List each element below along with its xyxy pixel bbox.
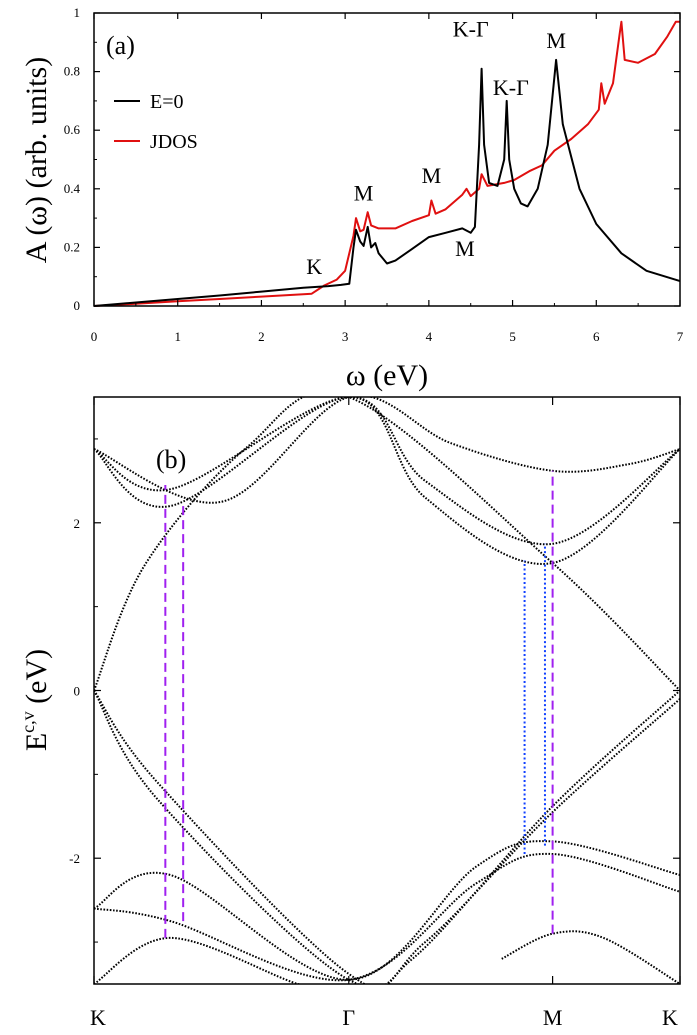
band-line-2 xyxy=(94,397,680,546)
k-point-label: K xyxy=(662,1005,678,1030)
y-label-main: E xyxy=(20,733,53,751)
y-tick-label: 0.6 xyxy=(64,122,81,137)
panel-b-bands xyxy=(94,397,680,984)
band-line-8 xyxy=(94,852,680,982)
y-tick-label: 0.2 xyxy=(64,239,80,254)
y-tick-label: 2 xyxy=(74,516,81,531)
y-tick-label: 0 xyxy=(74,684,81,699)
x-tick-label: 4 xyxy=(426,329,433,344)
peak-annotation: M xyxy=(546,28,566,53)
legend: E=0 JDOS xyxy=(114,91,198,153)
legend-label-e0: E=0 xyxy=(150,91,184,113)
x-tick-label: 7 xyxy=(677,329,684,344)
y-tick-label: 1 xyxy=(74,5,81,20)
peak-annotation: K xyxy=(306,254,322,279)
peak-annotation: K-Γ xyxy=(493,75,529,100)
series-line-e-0 xyxy=(93,58,681,307)
peak-annotation: M xyxy=(455,236,475,261)
band-line-6 xyxy=(94,689,680,984)
y-tick-label: 0.8 xyxy=(64,64,80,79)
x-tick-label: 2 xyxy=(258,329,265,344)
panel-a-ticks: 0 1 2 3 4 5 6 7 0 0.2 0.4 0.6 0.8 1 xyxy=(64,5,684,344)
y-label-unit: (eV) xyxy=(20,649,53,711)
band-line-5 xyxy=(94,689,680,984)
k-point-label: M xyxy=(543,1005,563,1030)
panel-b-band-structure: -2 0 2 K Γ M K (b) Ec,v (eV) xyxy=(18,396,681,1030)
band-line-3 xyxy=(94,397,680,565)
x-tick-label: 3 xyxy=(342,329,349,344)
peak-annotation: M xyxy=(354,181,374,206)
panel-a-annotations: K M M M K-Γ K-Γ M xyxy=(306,16,566,278)
band-line-1 xyxy=(94,397,680,504)
k-point-label: K xyxy=(90,1005,106,1030)
y-label-superscript: c,v xyxy=(18,711,38,733)
band-line-4 xyxy=(94,397,680,692)
panel-b-ticks: -2 0 2 K Γ M K xyxy=(69,397,681,1030)
band-line-10 xyxy=(501,930,680,984)
peak-annotation: M xyxy=(422,163,442,188)
panel-a-y-axis-label: A (ω) (arb. units) xyxy=(20,57,53,263)
series-line-jdos xyxy=(93,20,680,307)
x-tick-label: 1 xyxy=(174,329,181,344)
legend-label-jdos: JDOS xyxy=(150,131,198,153)
band-line-7 xyxy=(94,840,680,981)
peak-annotation: K-Γ xyxy=(453,16,489,41)
y-tick-label: -2 xyxy=(69,851,80,866)
y-tick-label: 0.4 xyxy=(64,181,81,196)
panel-a-curves xyxy=(93,20,681,307)
panel-a-label: (a) xyxy=(106,31,135,60)
panel-b-y-axis-label: Ec,v (eV) xyxy=(18,649,53,751)
panel-a-x-axis-label: ω (eV) xyxy=(346,359,428,392)
x-tick-label: 0 xyxy=(91,329,98,344)
k-point-label: Γ xyxy=(342,1005,355,1030)
x-tick-label: 5 xyxy=(509,329,516,344)
panel-b-transitions xyxy=(164,470,554,938)
panel-a-spectral-function: 0 1 2 3 4 5 6 7 0 0.2 0.4 0.6 0.8 1 K M M M K-Γ K-Γ M (a) E… xyxy=(20,5,684,392)
x-tick-label: 6 xyxy=(593,329,600,344)
y-tick-label: 0 xyxy=(74,298,81,313)
panel-b-label: (b) xyxy=(156,445,186,474)
band-line-9 xyxy=(94,936,302,984)
